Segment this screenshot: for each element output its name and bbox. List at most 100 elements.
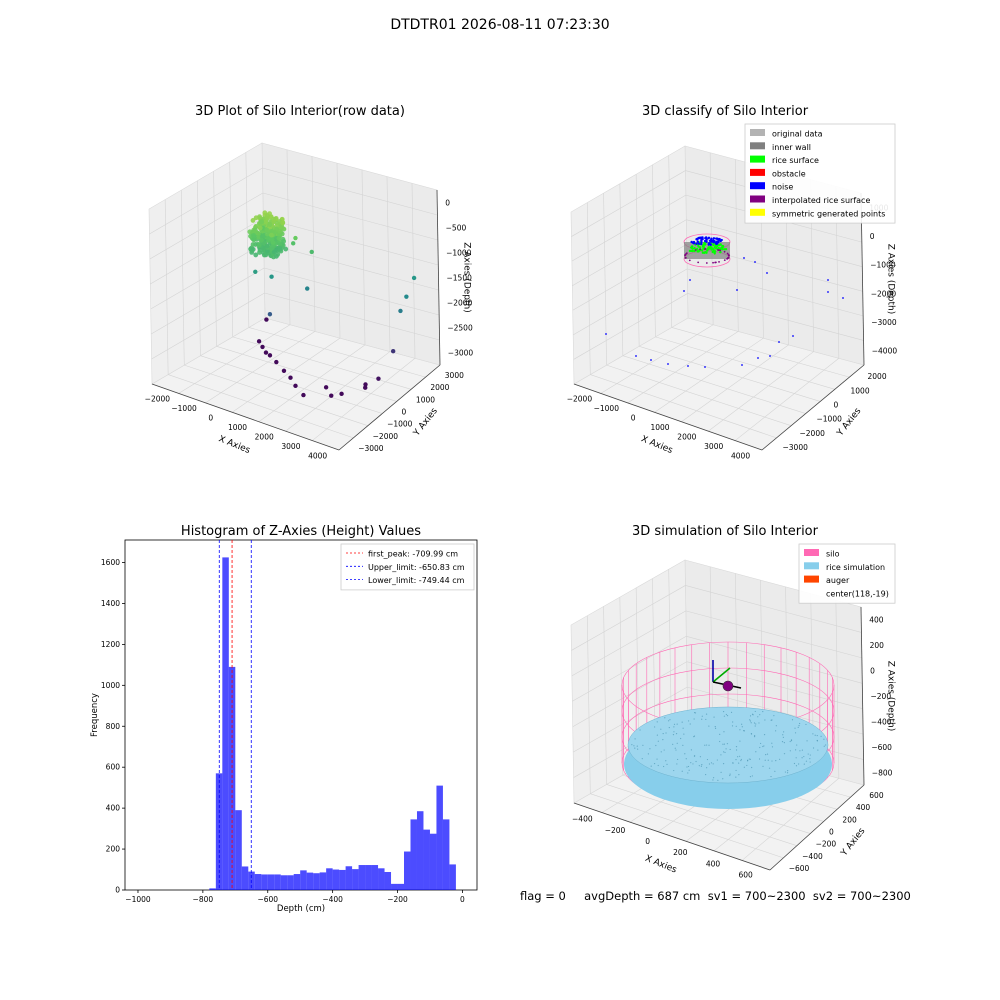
rice-sim-point: [816, 734, 818, 737]
gridline: [571, 610, 687, 677]
y-tick-label: 400: [106, 804, 121, 813]
noise-point: [704, 366, 706, 368]
rice-sim-point: [801, 749, 803, 751]
gridline: [213, 171, 217, 347]
rice-sim-point: [687, 772, 689, 774]
rice-sim-point: [763, 745, 765, 747]
rice-sim-point: [762, 710, 764, 713]
rice-sim-point: [775, 725, 777, 727]
x-tick-label: 200: [673, 848, 688, 857]
rice-surface-point: [693, 247, 696, 250]
y-tick-label: 3000: [445, 371, 464, 380]
noise-point: [701, 236, 704, 239]
gridline: [311, 156, 316, 332]
cluster-point: [263, 219, 269, 225]
rice-sim-point: [743, 730, 745, 732]
x-tick-label: 2000: [255, 432, 274, 441]
classify-plot-title: 3D classify of Silo Interior: [641, 104, 809, 119]
rice-sim-point: [704, 744, 706, 746]
histogram-bar: [416, 811, 424, 890]
rice-sim-point: [689, 723, 691, 725]
rice-sim-point: [809, 754, 811, 756]
gridline: [627, 331, 739, 404]
rice-sim-point: [755, 751, 757, 753]
noise-point: [689, 279, 691, 281]
histogram-bar: [423, 829, 430, 890]
histogram-bar: [319, 872, 327, 890]
histogram-bar: [442, 819, 450, 890]
gridline: [411, 183, 416, 359]
y-tick-label: −200: [816, 840, 837, 849]
cluster-point: [259, 237, 264, 243]
x-axis-label: X Axies: [639, 434, 674, 456]
rice-sim-point: [765, 753, 767, 756]
rice-sim-point: [655, 744, 657, 747]
rice-surface-point: [701, 251, 705, 254]
figure-title: DTDTR01 2026-08-11 07:23:30: [390, 17, 610, 33]
rice-sim-point: [771, 746, 774, 748]
gridline: [741, 778, 840, 861]
rice-sim-point: [693, 735, 696, 737]
rice-sim-point: [749, 720, 752, 722]
rice-sim-point: [799, 722, 801, 725]
rice-surface-point: [706, 248, 709, 251]
raw-plot-title: 3D Plot of Silo Interior(row data): [195, 104, 405, 119]
rice-sim-point: [789, 750, 791, 752]
rice-sim-point: [682, 727, 684, 729]
legend-swatch: [750, 129, 765, 136]
rice-sim-point: [781, 741, 784, 743]
z-axis-line: [860, 606, 865, 786]
rice-sim-point: [759, 714, 761, 716]
rice-sim-point: [639, 729, 641, 731]
gridline: [572, 686, 688, 753]
x-tick-label: 2000: [677, 432, 696, 441]
rice-sim-point: [729, 773, 731, 775]
rice-sim-point: [722, 762, 725, 765]
rice-sim-point: [741, 723, 743, 725]
x-tick-label: −1000: [594, 404, 620, 413]
rice-sim-point: [673, 723, 676, 725]
rice-sim-point: [692, 763, 694, 765]
rice-sim-point: [767, 759, 769, 761]
x-tick-label: −1000: [171, 404, 197, 413]
rice-sim-point: [803, 763, 805, 765]
gridline: [200, 355, 383, 414]
gridline: [205, 331, 316, 404]
rice-sim-point: [660, 751, 662, 753]
x-tick-label: 0: [631, 414, 636, 423]
gridline: [361, 169, 366, 345]
rice-sim-point: [754, 725, 756, 727]
noise-point: [757, 357, 759, 359]
rice-sim-point: [738, 774, 740, 776]
noise-point: [700, 240, 703, 244]
rice-sim-point: [732, 762, 734, 764]
gridline: [263, 242, 439, 291]
noise-point: [827, 279, 829, 281]
rice-surface-point: [702, 246, 706, 249]
rice-sim-point: [672, 743, 674, 745]
gridline: [734, 159, 739, 332]
rice-sim-point: [823, 738, 825, 740]
cluster-point: [267, 222, 273, 228]
rice-surface-point: [721, 248, 725, 251]
gridline: [572, 636, 687, 702]
cluster-point: [259, 219, 265, 225]
histogram-bar: [378, 868, 385, 890]
legend-label: auger: [826, 576, 850, 585]
rice-sim-point: [706, 758, 709, 761]
legend-label: symmetric generated points: [772, 209, 885, 218]
cluster-point: [250, 242, 256, 247]
rice-sim-point: [749, 719, 751, 721]
noise-point: [709, 243, 712, 246]
z-tick-label: −1000: [870, 261, 896, 270]
rice-sim-point: [673, 726, 675, 728]
classify-3d-plot: −2000−100001000200030004000200010000−100…: [567, 123, 897, 460]
rice-sim-point: [740, 758, 742, 761]
rice-sim-point: [706, 744, 708, 746]
histogram-bar: [345, 866, 353, 890]
rice-sim-point: [672, 734, 675, 736]
y-tick-label: 200: [842, 815, 857, 824]
legend-label: silo: [826, 550, 840, 559]
interpolated-point: [723, 250, 726, 253]
y-tick-label: 1600: [101, 558, 120, 567]
